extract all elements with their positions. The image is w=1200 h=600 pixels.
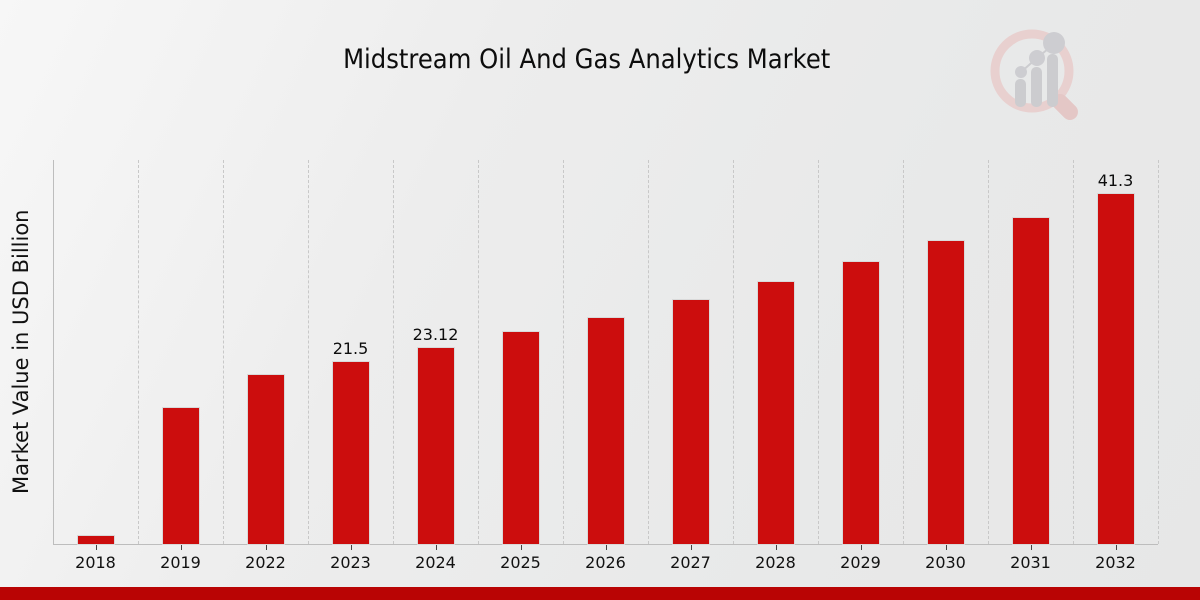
gridline — [308, 160, 309, 544]
bar-2018 — [77, 536, 114, 544]
magnifier-bar-chart-logo-icon — [990, 29, 1078, 120]
logo-bar-short — [1015, 79, 1026, 107]
gridline — [903, 160, 904, 544]
x-tick-label-2029: 2029 — [840, 553, 881, 572]
x-tick-label-2019: 2019 — [160, 553, 201, 572]
gridline — [733, 160, 734, 544]
x-axis-tick — [605, 545, 607, 550]
x-tick-label-2032: 2032 — [1095, 553, 1136, 572]
logo-dot-large — [1043, 32, 1065, 54]
magnifier-handle — [1052, 94, 1078, 120]
x-axis-tick — [95, 545, 97, 550]
bar-value-label-2032: 41.3 — [1097, 171, 1134, 190]
bar-2026 — [587, 318, 624, 544]
x-tick-label-2026: 2026 — [585, 553, 626, 572]
bar-2019 — [162, 408, 199, 544]
x-axis-tick — [1030, 545, 1032, 550]
bar-2022 — [247, 375, 284, 544]
x-axis-tick — [690, 545, 692, 550]
logo-bar-tall — [1047, 54, 1058, 107]
logo-bar-medium — [1031, 67, 1042, 107]
bar-2031 — [1012, 218, 1049, 544]
gridline — [1073, 160, 1074, 544]
gridline — [1158, 160, 1159, 544]
bar-slot-2018: 2018 — [53, 160, 138, 572]
bar-slot-2023: 21.5 2023 — [308, 160, 393, 572]
y-axis-spine — [53, 160, 54, 544]
x-axis-tick — [350, 545, 352, 550]
x-tick-label-2030: 2030 — [925, 553, 966, 572]
bar-2024 — [417, 348, 454, 544]
bar-value-label-2024: 23.12 — [412, 325, 459, 344]
x-axis-tick — [435, 545, 437, 550]
bar-2025 — [502, 332, 539, 544]
x-tick-label-2023: 2023 — [330, 553, 371, 572]
footer-accent-bar — [0, 587, 1200, 600]
y-axis-label: Market Value in USD Billion — [9, 209, 33, 495]
x-tick-label-2031: 2031 — [1010, 553, 1051, 572]
bar-2032 — [1097, 194, 1134, 544]
gridline — [223, 160, 224, 544]
x-tick-label-2018: 2018 — [75, 553, 116, 572]
logo-dot-medium — [1029, 50, 1045, 66]
x-axis-tick — [1115, 545, 1117, 550]
bar-slot-2025: 2025 — [478, 160, 563, 572]
x-tick-label-2022: 2022 — [245, 553, 286, 572]
x-axis-tick — [265, 545, 267, 550]
bar-2023 — [332, 362, 369, 544]
bar-2028 — [757, 282, 794, 544]
bar-slot-2026: 2026 — [563, 160, 648, 572]
bar-slot-2027: 2027 — [648, 160, 733, 572]
x-axis-tick — [180, 545, 182, 550]
x-axis-tick — [520, 545, 522, 550]
gridline — [478, 160, 479, 544]
bar-slot-2028: 2028 — [733, 160, 818, 572]
chart-title-text: Midstream Oil And Gas Analytics Market — [343, 44, 831, 75]
x-tick-label-2028: 2028 — [755, 553, 796, 572]
bar-slot-2030: 2030 — [903, 160, 988, 572]
gridline — [648, 160, 649, 544]
x-axis-tick — [860, 545, 862, 550]
logo-dot-small — [1015, 66, 1027, 78]
x-axis-tick — [775, 545, 777, 550]
gridline — [563, 160, 564, 544]
bar-2027 — [672, 300, 709, 544]
x-tick-label-2024: 2024 — [415, 553, 456, 572]
bar-slot-2032: 41.3 2032 — [1073, 160, 1158, 572]
plot-area: 2018 2019 2022 21.5 2023 23.12 2024 2025 2026 202… — [53, 160, 1159, 572]
gridline — [138, 160, 139, 544]
x-tick-label-2025: 2025 — [500, 553, 541, 572]
gridline — [393, 160, 394, 544]
bar-slot-2031: 2031 — [988, 160, 1073, 572]
bar-slot-2029: 2029 — [818, 160, 903, 572]
bar-slot-2022: 2022 — [223, 160, 308, 572]
x-axis-tick — [945, 545, 947, 550]
gridline — [818, 160, 819, 544]
bar-2030 — [927, 241, 964, 544]
gridline — [988, 160, 989, 544]
magnifier-ring — [990, 29, 1074, 113]
bar-slot-2019: 2019 — [138, 160, 223, 572]
bar-value-label-2023: 21.5 — [332, 339, 369, 358]
x-axis-line — [53, 544, 1158, 545]
x-tick-label-2027: 2027 — [670, 553, 711, 572]
chart-title: Midstream Oil And Gas Analytics Market — [0, 44, 1174, 75]
bar-slot-2024: 23.12 2024 — [393, 160, 478, 572]
bar-2029 — [842, 262, 879, 544]
